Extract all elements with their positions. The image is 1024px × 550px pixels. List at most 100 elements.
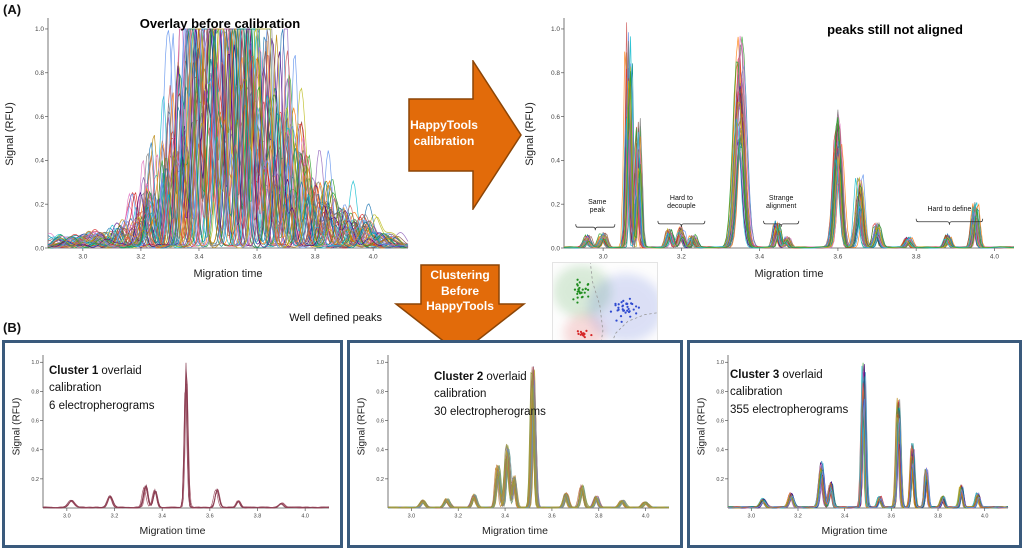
well-defined-peaks-label: Well defined peaks <box>289 312 382 324</box>
cluster3-note-line3: 355 electropherograms <box>730 403 849 416</box>
svg-text:3.2: 3.2 <box>454 514 462 520</box>
svg-text:3.2: 3.2 <box>794 514 802 520</box>
after-y-axis-label: Signal (RFU) <box>524 102 536 166</box>
cluster3-box: Signal (RFU) 3.0 3.2 3.4 3.6 3.8 4.0 0.2 0.4 0.6… <box>687 340 1022 548</box>
cluster1-box: Signal (RFU) 3.0 3.2 3.4 3.6 3.8 4.0 0.2 0.4 0.6… <box>2 340 343 548</box>
svg-text:0.8: 0.8 <box>31 389 39 395</box>
svg-text:0.0: 0.0 <box>551 245 560 252</box>
svg-text:0.4: 0.4 <box>376 448 384 454</box>
svg-text:1.0: 1.0 <box>551 26 560 33</box>
svg-text:0.4: 0.4 <box>716 448 724 454</box>
svg-text:3.0: 3.0 <box>748 514 756 520</box>
svg-text:4.0: 4.0 <box>301 514 309 520</box>
svg-text:4.0: 4.0 <box>369 254 378 261</box>
svg-text:0.0: 0.0 <box>35 245 44 252</box>
svg-text:3.0: 3.0 <box>63 514 71 520</box>
svg-text:0.4: 0.4 <box>551 158 560 165</box>
svg-text:3.2: 3.2 <box>111 514 119 520</box>
arrow-down-label-line3: HappyTools <box>426 299 494 314</box>
clustering-arrow-icon <box>394 264 526 355</box>
svg-text:0.8: 0.8 <box>376 389 384 395</box>
arrow-right-label-line2: calibration <box>413 133 475 148</box>
svg-text:1.0: 1.0 <box>31 360 39 366</box>
svg-text:0.6: 0.6 <box>716 418 724 424</box>
svg-text:0.2: 0.2 <box>35 201 44 208</box>
svg-text:4.0: 4.0 <box>642 514 650 520</box>
svg-text:Hard to: Hard to <box>670 195 693 202</box>
panel-b-label: (B) <box>3 320 22 335</box>
cluster2-note-line3: 30 electropherograms <box>434 405 546 418</box>
cluster2-box: Signal (RFU) 3.0 3.2 3.4 3.6 3.8 4.0 0.2 0.4 0.6… <box>347 340 683 548</box>
svg-text:3.6: 3.6 <box>548 514 556 520</box>
svg-text:3.6: 3.6 <box>253 254 262 261</box>
svg-text:0.6: 0.6 <box>35 114 44 121</box>
chart-cluster-3: 3.0 3.2 3.4 3.6 3.8 4.0 0.2 0.4 0.6 0.8 1.0 <box>716 355 1009 520</box>
svg-text:0.8: 0.8 <box>551 70 560 77</box>
svg-text:3.0: 3.0 <box>78 254 87 261</box>
cluster2-rest: overlaid <box>483 371 527 383</box>
svg-text:3.4: 3.4 <box>158 514 166 520</box>
svg-text:0.2: 0.2 <box>716 477 724 483</box>
arrow-right-shape <box>408 60 522 210</box>
clustering-arrow-label: Clustering Before HappyTools <box>400 268 520 315</box>
cluster1-note-line1: Cluster 1 overlaid <box>49 363 154 380</box>
before-title: Overlay before calibration <box>139 16 301 31</box>
cluster3-note-line1: Cluster 3 overlaid <box>730 367 848 384</box>
chart-cluster-1: 3.0 3.2 3.4 3.6 3.8 4.0 0.2 0.4 0.6 0.8 1.0 <box>31 355 330 520</box>
svg-text:3.8: 3.8 <box>311 254 320 261</box>
svg-text:3.4: 3.4 <box>755 254 764 261</box>
svg-text:4.0: 4.0 <box>990 254 999 261</box>
after-title: peaks still not aligned <box>827 22 963 37</box>
svg-text:Strange: Strange <box>769 195 794 202</box>
before-x-axis-label: Migration time <box>193 268 263 280</box>
arrow-right-label-line1: HappyTools <box>410 118 478 132</box>
cluster2-x-axis-label: Migration time <box>482 525 548 537</box>
svg-text:3.8: 3.8 <box>912 254 921 261</box>
cluster1-name: Cluster 1 <box>49 365 99 377</box>
cluster3-name: Cluster 3 <box>730 369 780 381</box>
svg-text:Same: Same <box>588 199 606 206</box>
arrow-down-label-line1: Clustering <box>430 268 490 282</box>
svg-text:1.0: 1.0 <box>716 360 724 366</box>
svg-text:3.4: 3.4 <box>194 254 203 261</box>
svg-text:0.6: 0.6 <box>551 114 560 121</box>
chart-cluster-2: 3.0 3.2 3.4 3.6 3.8 4.0 0.2 0.4 0.6 0.8 1.0 <box>376 355 670 520</box>
svg-text:3.4: 3.4 <box>841 514 849 520</box>
svg-text:alignment: alignment <box>766 203 796 210</box>
chart-before-calibration: 3.0 3.2 3.4 3.6 3.8 4.0 0.0 0.2 0.4 0.6 0.8 1.0 <box>35 18 409 261</box>
arrow-down-shape <box>394 264 526 355</box>
before-y-axis-label: Signal (RFU) <box>4 102 16 166</box>
cluster1-note: Cluster 1 overlaid calibration 6 electro… <box>49 363 154 415</box>
svg-text:peak: peak <box>590 207 606 214</box>
svg-text:0.4: 0.4 <box>35 158 44 165</box>
cluster2-name: Cluster 2 <box>434 371 484 383</box>
happytools-calibration-arrow-label: HappyTools calibration <box>406 118 482 149</box>
cluster3-rest: overlaid <box>779 369 823 381</box>
happytools-calibration-arrow-icon <box>408 60 522 210</box>
svg-text:0.2: 0.2 <box>376 477 384 483</box>
svg-text:decouple: decouple <box>667 203 696 210</box>
cluster3-note: Cluster 3 overlaid calibration 355 elect… <box>730 367 848 419</box>
panel-a-label: (A) <box>3 2 22 17</box>
svg-text:0.8: 0.8 <box>716 389 724 395</box>
cluster2-note: Cluster 2 overlaid calibration 30 electr… <box>434 369 546 421</box>
svg-text:3.6: 3.6 <box>833 254 842 261</box>
svg-text:3.6: 3.6 <box>888 514 896 520</box>
cluster1-x-axis-label: Migration time <box>139 525 206 537</box>
svg-text:1.0: 1.0 <box>376 360 384 366</box>
svg-text:3.4: 3.4 <box>501 514 509 520</box>
svg-text:0.6: 0.6 <box>376 418 384 424</box>
svg-text:0.4: 0.4 <box>31 448 39 454</box>
svg-text:3.8: 3.8 <box>254 514 262 520</box>
svg-text:3.0: 3.0 <box>408 514 416 520</box>
svg-text:Hard to define: Hard to define <box>927 206 971 213</box>
cluster1-rest: overlaid <box>98 365 142 377</box>
cluster2-note-line1: Cluster 2 overlaid <box>434 369 546 386</box>
after-x-axis-label: Migration time <box>754 268 824 280</box>
arrow-down-label-line2: Before <box>440 283 479 298</box>
svg-text:3.6: 3.6 <box>206 514 214 520</box>
svg-text:0.2: 0.2 <box>551 201 560 208</box>
svg-text:1.0: 1.0 <box>35 26 44 33</box>
svg-text:3.2: 3.2 <box>677 254 686 261</box>
